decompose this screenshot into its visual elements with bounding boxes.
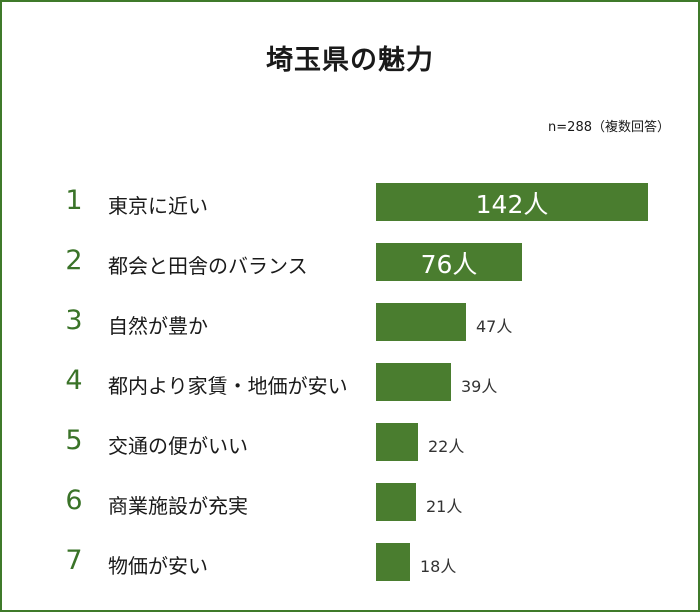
category-label: 都会と田舎のバランス — [108, 254, 308, 278]
bar-row: 6 商業施設が充実 21人 — [0, 483, 700, 523]
category-label: 自然が豊か — [108, 314, 208, 338]
chart-title: 埼玉県の魅力 — [266, 45, 434, 76]
rank-number: 5 — [65, 425, 83, 456]
rank-number: 7 — [65, 545, 83, 576]
bar-row: 5 交通の便がいい 22人 — [0, 423, 700, 463]
bar — [376, 423, 418, 461]
value-label: 47人 — [476, 317, 513, 336]
bar — [376, 363, 451, 401]
category-label: 物価が安い — [108, 554, 208, 578]
sample-size-note: n=288（複数回答） — [548, 120, 670, 135]
bar-row: 4 都内より家賃・地価が安い 39人 — [0, 363, 700, 403]
bar-row: 1 東京に近い 142人 — [0, 183, 700, 223]
category-label: 東京に近い — [108, 194, 208, 218]
value-label: 39人 — [461, 377, 498, 396]
category-label: 都内より家賃・地価が安い — [108, 374, 348, 398]
value-label: 18人 — [420, 557, 457, 576]
rank-number: 1 — [65, 185, 83, 216]
value-label: 22人 — [428, 437, 465, 456]
value-label: 76人 — [420, 250, 478, 279]
rank-number: 4 — [65, 365, 83, 396]
category-label: 交通の便がいい — [108, 434, 248, 458]
value-label: 142人 — [475, 190, 549, 219]
rank-number: 6 — [65, 485, 83, 516]
bar-row: 2 都会と田舎のバランス 76人 — [0, 243, 700, 283]
bar-row: 3 自然が豊か 47人 — [0, 303, 700, 343]
bar — [376, 183, 648, 221]
bar — [376, 243, 522, 281]
bar-row: 7 物価が安い 18人 — [0, 543, 700, 583]
rank-number: 2 — [65, 245, 83, 276]
bar — [376, 483, 416, 521]
bar — [376, 543, 410, 581]
category-label: 商業施設が充実 — [108, 494, 248, 518]
value-label: 21人 — [426, 497, 463, 516]
bar — [376, 303, 466, 341]
rank-number: 3 — [65, 305, 83, 336]
